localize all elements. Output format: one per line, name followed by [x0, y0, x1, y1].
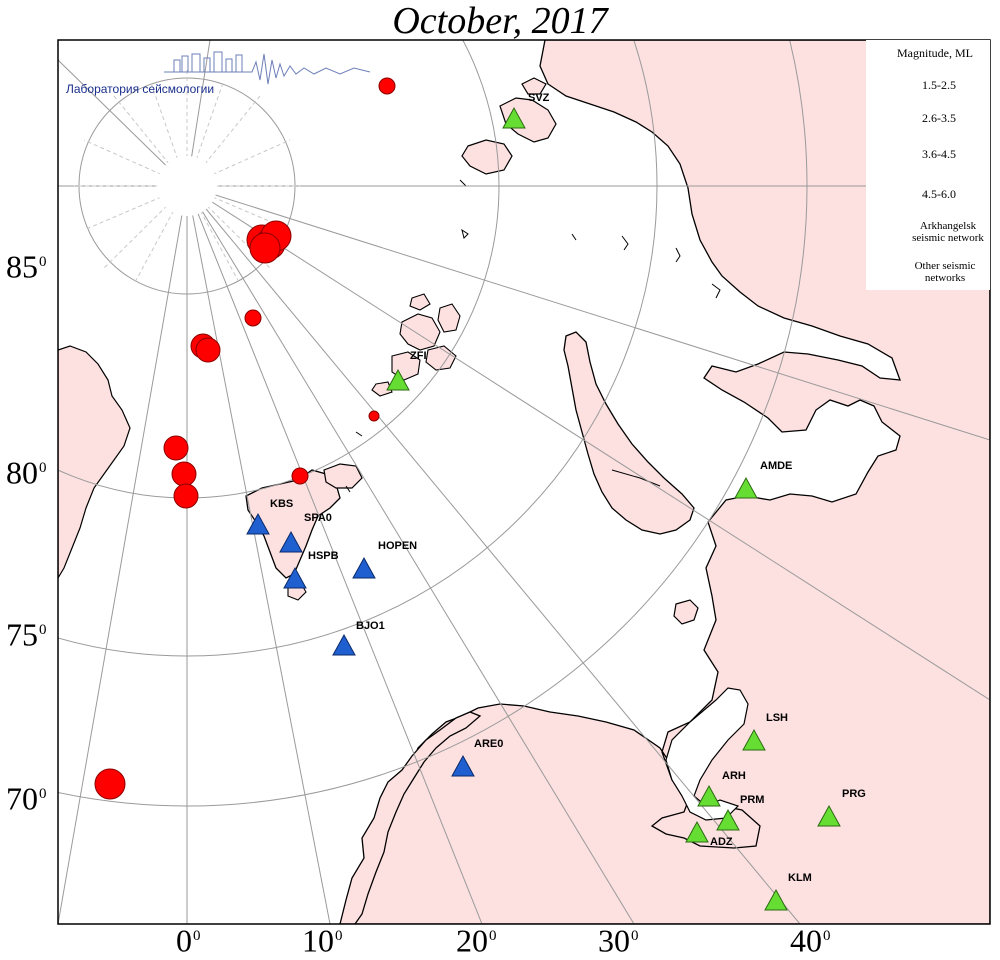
- legend-label-mag-1: 1.5-2.5: [922, 78, 956, 92]
- legend-title: Magnitude, ML: [897, 46, 973, 60]
- event-circle: [244, 309, 262, 327]
- station-label-prm: PRM: [740, 794, 765, 806]
- lon-label-30: 300: [598, 922, 639, 959]
- station-triangle-hopen: [352, 556, 376, 579]
- north-pole-disc: [157, 156, 217, 216]
- station-triangle-zfi: [386, 368, 410, 391]
- station-label-kbs: KBS: [270, 498, 294, 510]
- lon-label-20: 200: [456, 922, 497, 959]
- station-label-are0: ARE0: [474, 738, 504, 750]
- lat-label-75: 750: [6, 616, 47, 653]
- event-circle: [368, 410, 380, 422]
- event-circle: [249, 232, 281, 264]
- station-label-amde: AMDE: [760, 460, 793, 472]
- station-label-arh: ARH: [722, 770, 746, 782]
- novaya-zemlya-strait: [611, 469, 661, 487]
- map-title: October, 2017: [392, 0, 608, 42]
- station-label-lsh: LSH: [766, 712, 788, 724]
- lat-label-70: 700: [6, 780, 47, 817]
- events-layer: [94, 77, 396, 800]
- legend-label-arkhangelsk: Arkhangelsk seismic network: [912, 220, 984, 244]
- station-label-svz: SVZ: [528, 92, 550, 104]
- scandinavia-landmass: [339, 711, 482, 924]
- station-triangle-are0: [451, 754, 475, 777]
- pole-starburst: [74, 70, 300, 285]
- station-label-bjo1: BJO1: [356, 620, 385, 632]
- station-triangle-spa0: [279, 530, 303, 553]
- legend-label-other-networks: Other seismic networks: [914, 260, 976, 284]
- station-label-adz: ADZ: [710, 836, 733, 848]
- legend-label-mag-2: 2.6-3.5: [922, 111, 956, 125]
- lon-label-10: 100: [302, 922, 343, 959]
- legend-label-mag-3: 3.6-4.5: [922, 147, 956, 161]
- seismogram-city-logo-icon: [164, 51, 371, 85]
- novaya-zemlya: [563, 331, 695, 535]
- station-triangle-prg: [817, 804, 841, 827]
- station-triangle-arh: [697, 784, 721, 807]
- map-content: [58, 40, 990, 924]
- small-islands: [345, 179, 721, 493]
- event-circle: [378, 77, 396, 95]
- nordaustlandet: [323, 463, 363, 489]
- station-triangle-kbs: [246, 512, 270, 535]
- station-label-zfi: ZFI: [410, 350, 427, 362]
- station-triangle-amde: [734, 476, 758, 499]
- event-circle: [173, 483, 199, 509]
- station-triangle-prm: [716, 808, 740, 831]
- legend: Magnitude, ML 1.5-2.5 2.6-3.5 3.6-4.5 4.…: [866, 40, 990, 290]
- event-circle: [94, 768, 126, 800]
- event-circle: [291, 467, 309, 485]
- lat-label-80: 800: [6, 454, 47, 491]
- lon-label-0: 00: [176, 922, 201, 959]
- station-label-hspb: HSPB: [308, 550, 339, 562]
- event-circle: [195, 337, 221, 363]
- station-label-prg: PRG: [842, 788, 866, 800]
- lon-label-40: 400: [790, 922, 831, 959]
- stations-layer: [246, 106, 841, 911]
- legend-label-mag-4: 4.5-6.0: [922, 187, 956, 201]
- map-frame: [57, 39, 991, 925]
- event-circle: [171, 461, 197, 487]
- station-label-klm: KLM: [788, 872, 812, 884]
- station-triangle-klm: [764, 888, 788, 911]
- kolguev-island: [673, 599, 699, 625]
- lab-name: Лаборатория сейсмологии: [66, 82, 215, 96]
- station-triangle-hspb: [283, 566, 307, 589]
- station-triangle-bjo1: [332, 633, 356, 656]
- lat-label-85: 850: [6, 248, 47, 285]
- station-label-hopen: HOPEN: [378, 540, 418, 552]
- greenland-edge: [58, 345, 131, 580]
- station-triangle-svz: [502, 106, 526, 129]
- station-triangle-lsh: [742, 728, 766, 751]
- event-circle: [163, 435, 189, 461]
- station-label-spa0: SPA0: [304, 512, 332, 524]
- station-triangle-adz: [685, 820, 709, 843]
